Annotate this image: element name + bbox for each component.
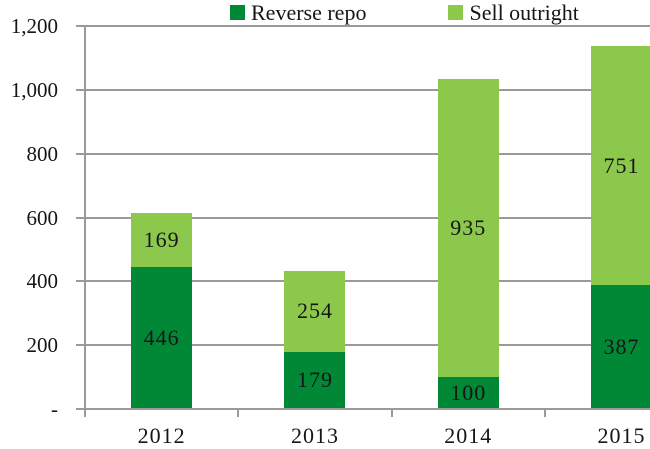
bar-value-label: 169: [143, 226, 180, 252]
legend-swatch-sell-outright-icon: [448, 5, 464, 20]
x-category-label: 2013: [290, 423, 339, 448]
y-tick-label: 200: [26, 333, 59, 358]
gridline: [76, 280, 650, 283]
x-axis-tick: [543, 409, 546, 417]
chart-legend: Reverse repo Sell outright: [230, 0, 579, 25]
legend-item-reverse-repo: Reverse repo: [230, 0, 367, 25]
x-category-label: 2012: [137, 423, 186, 448]
legend-item-sell-outright: Sell outright: [448, 0, 579, 25]
bar-value-label: 179: [296, 367, 333, 393]
y-tick-label: 1,000: [10, 77, 58, 102]
x-category-label: 2015: [597, 423, 646, 448]
bar-segment: 751: [591, 45, 650, 286]
bar-segment: 254: [284, 270, 346, 352]
x-axis-tick: [237, 409, 240, 417]
legend-label-sell-outright: Sell outright: [469, 0, 579, 25]
x-axis-tick: [390, 409, 393, 417]
y-tick-label: 600: [26, 205, 59, 230]
y-tick-label: 1,200: [10, 14, 58, 38]
bar-segment: 446: [131, 266, 193, 409]
bar-value-label: 387: [603, 334, 640, 360]
gridline: [76, 152, 650, 155]
x-category-label: 2014: [444, 423, 493, 448]
y-tick-label: -: [51, 397, 58, 421]
bar-segment: 179: [284, 351, 346, 409]
bar-value-label: 254: [296, 298, 333, 324]
bar-segment: 169: [131, 212, 193, 267]
gridline: [76, 216, 650, 219]
y-tick-label: 400: [26, 269, 59, 294]
bar-value-label: 751: [603, 152, 640, 178]
bar-segment: 100: [437, 377, 499, 409]
bar-value-label: 935: [450, 214, 487, 240]
gridline: [76, 88, 650, 91]
y-tick-label: 800: [26, 141, 59, 166]
bar-value-label: 100: [450, 380, 487, 406]
gridline: [76, 25, 650, 27]
y-axis-line: [84, 26, 86, 417]
legend-label-reverse-repo: Reverse repo: [251, 0, 367, 25]
bar-segment: 387: [591, 285, 650, 409]
gridline: [76, 344, 650, 347]
bar-segment: 935: [437, 78, 499, 378]
bar-value-label: 446: [143, 324, 180, 350]
legend-swatch-reverse-repo-icon: [230, 5, 245, 20]
gridline: [76, 408, 650, 410]
